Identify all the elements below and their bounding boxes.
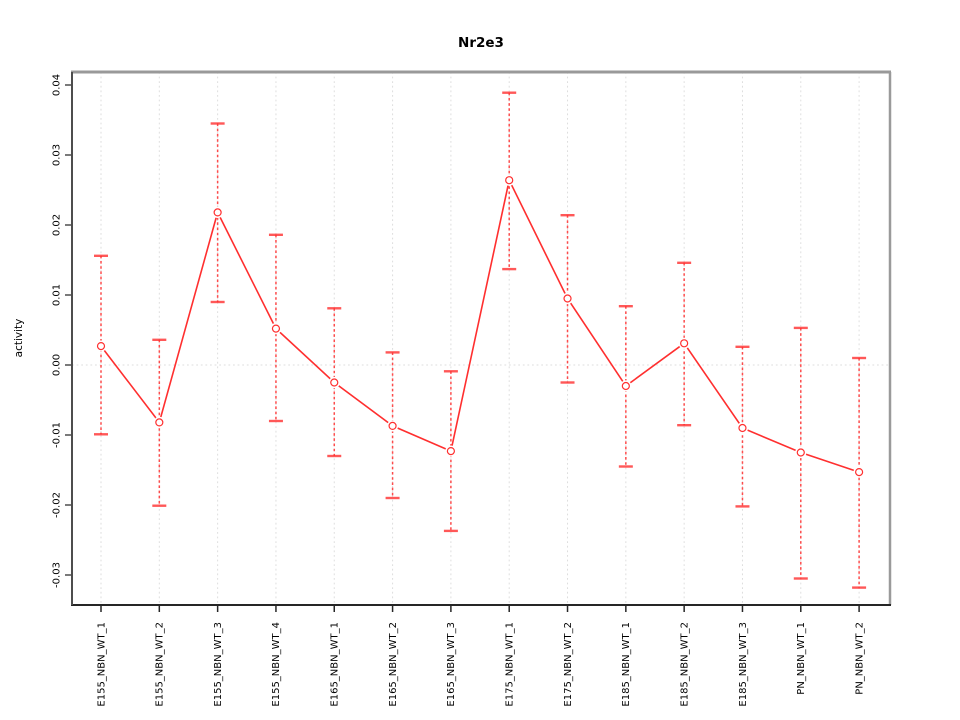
x-tick-label: E185_NBN_WT_3	[738, 622, 749, 707]
data-point	[155, 418, 164, 427]
axes: 0.04 0.03 0.02 0.01 0.00 -0.01 -0.02 -0.03 E155_…	[51, 70, 892, 707]
data-point	[563, 294, 572, 303]
x-tick-label: E155_NBN_WT_2	[155, 622, 166, 707]
x-tick-label: E175_NBN_WT_1	[505, 622, 516, 707]
y-tick-label: 0.01	[51, 284, 62, 306]
y-tick-label: 0.03	[51, 144, 62, 166]
data-series	[94, 91, 867, 589]
x-tick-label: E155_NBN_WT_1	[96, 622, 107, 707]
y-tick-label: 0.02	[51, 214, 62, 236]
y-tick-label: -0.01	[51, 422, 62, 448]
data-point	[213, 208, 222, 217]
x-tick-label: E155_NBN_WT_3	[213, 622, 224, 707]
x-tick-label: PN_NBN_WT_1	[796, 622, 807, 695]
x-tick-label: PN_NBN_WT_2	[854, 622, 865, 695]
data-point	[621, 381, 630, 391]
x-tick-label: E165_NBN_WT_1	[330, 622, 341, 707]
x-tick-label: E165_NBN_WT_2	[388, 622, 399, 707]
data-point	[796, 448, 805, 457]
y-axis-title: activity	[13, 319, 25, 358]
y-tick-label: -0.03	[51, 562, 62, 588]
series-line	[100, 177, 860, 473]
x-tick-label: E165_NBN_WT_3	[446, 622, 457, 707]
y-tick-label: 0.00	[51, 354, 62, 376]
data-point	[505, 176, 514, 185]
data-point	[446, 447, 455, 456]
x-tick-label: E185_NBN_WT_2	[679, 622, 690, 707]
x-tick-label: E175_NBN_WT_2	[563, 622, 574, 707]
data-point	[680, 339, 689, 348]
data-point	[96, 342, 106, 351]
gridlines	[72, 72, 890, 605]
chart-title: Nr2e3	[458, 35, 504, 51]
data-point	[271, 324, 281, 333]
y-tick-label: -0.02	[51, 492, 62, 518]
data-point	[388, 421, 397, 430]
data-point	[854, 468, 864, 477]
x-tick-label: E155_NBN_WT_4	[271, 622, 282, 707]
y-tick-label: 0.04	[51, 74, 62, 96]
data-point	[330, 378, 339, 387]
data-point	[738, 423, 747, 433]
x-tick-label: E185_NBN_WT_1	[621, 622, 632, 707]
